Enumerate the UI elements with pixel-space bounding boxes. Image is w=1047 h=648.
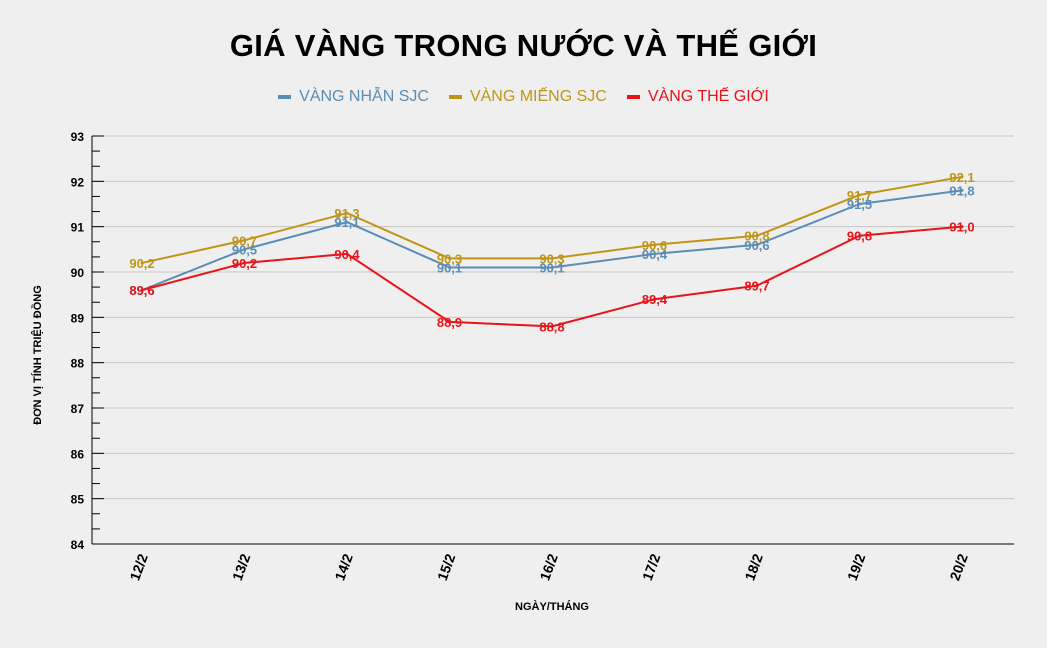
data-point [140, 261, 144, 265]
data-point [755, 284, 759, 288]
data-label: 88,9 [437, 315, 462, 330]
x-tick-label: 16/2 [536, 551, 560, 582]
y-axis-label: ĐƠN VỊ TÍNH TRIỆU ĐỒNG [32, 285, 44, 425]
data-point [345, 252, 349, 256]
x-tick-label: 12/2 [126, 551, 150, 582]
legend-item-vang-mieng-sjc: VÀNG MIẾNG SJC [448, 88, 607, 106]
y-tick-label: 87 [71, 402, 85, 416]
data-point [960, 188, 964, 192]
data-label: 90,1 [539, 260, 564, 275]
y-tick-label: 93 [71, 130, 85, 144]
chart-title: GIÁ VÀNG TRONG NƯỚC VÀ THẾ GIỚI [229, 28, 818, 63]
series-line-1 [141, 175, 963, 264]
data-point [550, 324, 554, 328]
data-point [243, 261, 246, 265]
x-tick-label: 15/2 [434, 551, 458, 582]
data-point [345, 220, 349, 224]
legend-label-vang-the-gioi: VÀNG THẾ GIỚI [647, 88, 769, 105]
y-tick-label: 92 [71, 175, 85, 189]
y-tick-label: 86 [71, 447, 85, 461]
data-label: 89,7 [744, 279, 769, 294]
legend-label-vang-nhan-sjc: VÀNG NHẪN SJC [299, 88, 429, 105]
x-tick-label: 18/2 [741, 551, 765, 582]
legend-swatch-vang-nhan-sjc [278, 95, 292, 99]
legend-label-vang-mieng-sjc: VÀNG MIẾNG SJC [469, 88, 607, 105]
data-label: 90,4 [334, 247, 360, 262]
data-label: 90,4 [642, 247, 668, 262]
data-point [448, 256, 451, 260]
data-label: 89,4 [642, 292, 668, 307]
data-point [653, 243, 656, 247]
data-point [550, 265, 554, 269]
data-label: 90,5 [232, 242, 257, 257]
legend: VÀNG NHẪN SJC VÀNG MIẾNG SJC VÀNG THẾ GI… [0, 88, 1047, 106]
y-tick-label: 89 [71, 311, 85, 325]
y-tick-label: 85 [71, 493, 85, 507]
data-label: 91,1 [334, 215, 359, 230]
legend-swatch-vang-the-gioi [626, 95, 640, 99]
data-label: 89,6 [129, 283, 154, 298]
data-point [345, 211, 349, 215]
data-label: 90,1 [437, 260, 462, 275]
data-label: 91,7 [847, 188, 872, 203]
x-tick-label: 14/2 [331, 551, 355, 582]
data-point [653, 252, 656, 256]
x-tick-label: 19/2 [844, 551, 868, 582]
x-tick-label: 13/2 [229, 551, 253, 582]
data-label: 92,1 [949, 170, 974, 185]
y-tick-label: 90 [71, 266, 85, 280]
data-point [550, 256, 554, 260]
y-tick-label: 88 [71, 357, 85, 371]
data-label: 88,8 [539, 319, 564, 334]
data-point [858, 234, 861, 238]
data-point [960, 225, 964, 229]
y-tick-label: 84 [71, 538, 85, 552]
data-label: 90,8 [744, 229, 769, 244]
data-label: 89,6 [129, 283, 154, 298]
data-label: 91,0 [949, 220, 974, 235]
legend-item-vang-the-gioi: VÀNG THẾ GIỚI [626, 88, 769, 106]
legend-item-vang-nhan-sjc: VÀNG NHẪN SJC [278, 88, 429, 106]
x-axis-label: NGÀY/THÁNG [515, 601, 589, 613]
data-label: 90,8 [847, 229, 872, 244]
data-point [448, 265, 451, 269]
legend-swatch-vang-mieng-sjc [448, 95, 462, 99]
data-label: 90,2 [129, 256, 154, 271]
data-label: 91,8 [949, 183, 974, 198]
data-point [755, 243, 759, 247]
data-point [755, 234, 759, 238]
data-label: 90,3 [437, 251, 462, 266]
data-label: 90,7 [232, 233, 257, 248]
data-label: 90,6 [642, 238, 667, 253]
data-point [243, 247, 246, 251]
data-label: 90,6 [744, 238, 769, 253]
data-point [243, 238, 246, 242]
x-tick-label: 17/2 [639, 551, 663, 582]
data-point [448, 320, 451, 324]
x-tick-label: 20/2 [946, 551, 970, 582]
data-label: 91,5 [847, 197, 872, 212]
data-label: 90,2 [232, 256, 257, 271]
y-tick-label: 91 [71, 221, 85, 235]
data-label: 91,3 [334, 206, 359, 221]
data-point [140, 288, 144, 292]
data-point [960, 175, 964, 179]
data-point [653, 297, 656, 301]
data-label: 90,3 [539, 251, 564, 266]
data-point [858, 193, 861, 197]
series-line-2 [141, 225, 963, 328]
data-point [858, 202, 861, 206]
